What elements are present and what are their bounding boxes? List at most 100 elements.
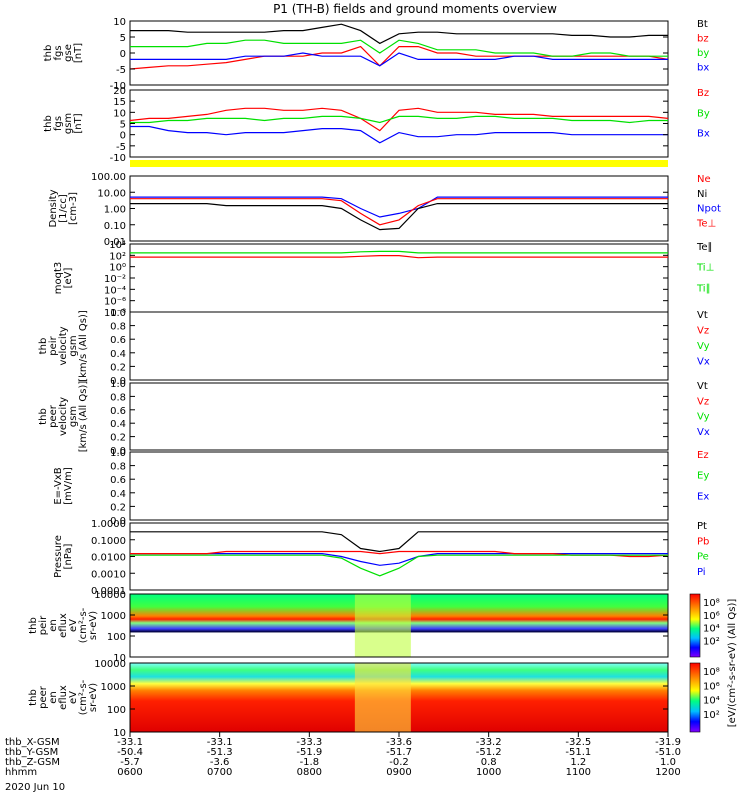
x-tick-label: 1200: [655, 767, 680, 778]
x-tick-label: 1000: [476, 767, 501, 778]
colorbar-tick: 10⁶: [703, 611, 720, 622]
y-tick-label: 10⁻²: [104, 274, 126, 285]
y-label-line: [eV]: [63, 268, 74, 289]
panel-frame: [129, 89, 669, 158]
y-label-line: thb: [43, 115, 54, 132]
x-tick-label: 0600: [117, 767, 142, 778]
x-tick-label: -33.1: [207, 737, 233, 748]
y-label-line: [km/s (All Qs)]: [78, 310, 89, 382]
y-tick-label: 10⁴: [109, 240, 126, 251]
spectrogram-feature: [354, 594, 411, 657]
legend-by: By: [697, 108, 710, 119]
y-tick-label: 0.0100: [91, 553, 126, 564]
y-label-line: eflux: [58, 685, 69, 710]
y-tick-label: 10: [113, 108, 126, 119]
status-bar: [130, 160, 668, 167]
series-group: [130, 107, 668, 144]
legend-bt: Bt: [697, 19, 708, 30]
series-pe: [130, 554, 668, 577]
y-tick-label: 1.0: [110, 448, 126, 459]
y-tick-label: 0.1000: [91, 536, 126, 547]
x-tick-label: -0.2: [389, 757, 409, 768]
y-tick-label: 0.2: [110, 362, 126, 373]
series-te⊥: [130, 255, 668, 259]
x-tick-label: 1.0: [660, 757, 676, 768]
y-label-line: velocity: [58, 326, 69, 365]
legend-vx: Vx: [697, 357, 710, 368]
x-tick-label: -32.5: [565, 737, 591, 748]
y-tick-label: 10.00: [97, 188, 126, 199]
x-tick-label: -33.2: [476, 737, 502, 748]
y-tick-label: 1.00: [104, 205, 126, 216]
y-tick-label: 0.0: [110, 516, 126, 527]
x-tick-label: 0800: [297, 767, 322, 778]
y-axis-label: thb peir en eflux eV (cm²-s-sr-eV): [28, 607, 99, 643]
y-tick-label: 10000: [94, 590, 126, 601]
legend-pi: Pi: [697, 567, 706, 578]
legend-ne: Ne: [697, 174, 711, 185]
y-axis-label: thb fgs gsm [nT]: [43, 113, 84, 134]
y-tick-label: 20: [113, 86, 126, 97]
y-label-line: thb: [38, 408, 49, 425]
legend-vz: Vz: [697, 396, 709, 407]
series-by: [130, 115, 668, 124]
y-label-line: gsm: [63, 113, 74, 134]
panel-frame: [129, 243, 669, 313]
panel-9: 10000 1000 100 10 thb peir en eflux eV (cm²-s-sr-…: [28, 590, 669, 664]
legend-pt: Pt: [697, 521, 707, 532]
y-label-line: [km/s (All Qs)]: [78, 381, 89, 453]
legend-npot: Npot: [697, 204, 721, 215]
x-tick-label: -51.3: [207, 747, 233, 758]
y-label-line: [cm-3]: [68, 192, 79, 225]
y-tick-label: -10: [110, 81, 126, 92]
legend-by: by: [697, 48, 709, 59]
panel-5: 1.0 0.8 0.6 0.4 0.2 0.0 thb peir velocity gsm [km/…: [38, 308, 710, 387]
y-tick-label: 1000: [101, 611, 126, 622]
legend-te∥: Te∥: [696, 242, 713, 253]
x-tick-label: -5.7: [120, 757, 140, 768]
y-tick-label: 0: [120, 49, 126, 60]
y-label-line: eV: [68, 619, 79, 632]
legend-vx: Vx: [697, 427, 710, 438]
legend-bz: Bz: [697, 88, 709, 99]
legend-bz: bz: [697, 34, 709, 45]
y-axis-label: thb peer velocity gsm [km/s (All Qs)]: [38, 381, 89, 453]
panel-7: 1.0 0.8 0.6 0.4 0.2 0.0 E=-VxB [mV/m] Ez Ey Ex: [53, 448, 709, 527]
y-tick-label: 100: [107, 705, 126, 716]
x-tick-label: -50.4: [117, 747, 143, 758]
y-tick-label: 100: [107, 632, 126, 643]
y-label-line: Pressure: [53, 535, 64, 578]
y-tick-label: 100.00: [91, 172, 126, 183]
y-tick-label: 0.01: [104, 237, 126, 248]
y-tick-label: -5: [116, 142, 126, 153]
y-axis-label: E=-VxB [mV/m]: [53, 467, 74, 505]
y-tick-label: 10⁰: [109, 263, 126, 274]
x-row-label: hhmm: [5, 767, 37, 778]
legend-ni: Ni: [697, 189, 707, 200]
colorbar-label: [eV/(cm²-s-sr-eV) (All Qs)]: [727, 599, 738, 728]
y-tick-label: 0.6: [110, 335, 126, 346]
series-ne: [130, 198, 668, 226]
y-tick-label: 0.2: [110, 502, 126, 513]
y-tick-label: 10⁻⁶: [104, 297, 126, 308]
y-label-line: moqt3: [53, 262, 64, 295]
y-tick-label: 10⁻⁸: [104, 308, 126, 319]
series-group: [130, 196, 668, 231]
y-tick-label: 0.0010: [91, 569, 126, 580]
y-label-line: eflux: [58, 613, 69, 638]
y-label-line: Density: [48, 189, 59, 227]
y-tick-label: 0.2: [110, 433, 126, 444]
legend-vt: Vt: [697, 381, 708, 392]
y-tick-label: 5: [120, 33, 126, 44]
y-axis-label: Density [1/cc] [cm-3]: [48, 189, 79, 227]
panel-frame: [129, 522, 669, 591]
spectrogram-feature: [354, 663, 411, 732]
panel-1: 10 5 0 -5 -10 thb fgs gse [nT] Bt bz by bx: [43, 17, 709, 92]
x-tick-label: -33.1: [117, 737, 143, 748]
panel-6: 1.0 0.8 0.6 0.4 0.2 0.0 thb peer velocity gsm [km/…: [38, 379, 710, 457]
colorbar-tick: 10⁴: [703, 696, 720, 707]
